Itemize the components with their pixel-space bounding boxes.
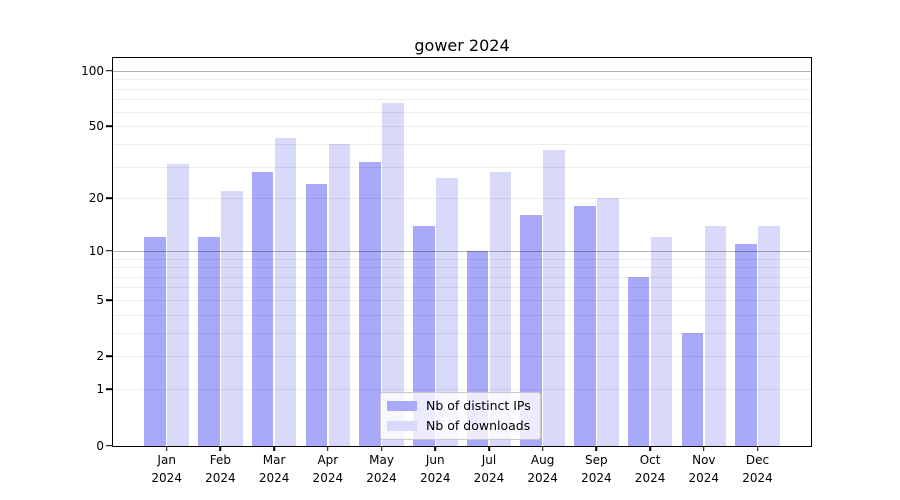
gridline-8 — [113, 267, 811, 269]
y-tick-label-2: 2 — [96, 349, 104, 364]
bar-downloads-aug — [543, 150, 565, 446]
gridline-4 — [113, 314, 811, 316]
gridline-3 — [113, 332, 811, 334]
x-tick-mark-nov — [703, 446, 705, 451]
gridline-10 — [113, 250, 811, 252]
x-tick-mark-mar — [273, 446, 275, 451]
bar-downloads-may — [382, 102, 404, 446]
legend-swatch-distinct-ips — [387, 400, 417, 411]
bar-distinct-ips-nov — [681, 332, 704, 446]
gridline-90 — [113, 79, 811, 81]
bar-distinct-ips-feb — [198, 237, 220, 446]
bar-distinct-ips-oct — [627, 276, 650, 446]
bar-downloads-sep — [597, 198, 619, 446]
gridline-9 — [113, 258, 811, 260]
y-tick-mark-100 — [106, 69, 112, 72]
y-tick-label-10: 10 — [88, 243, 104, 258]
x-tick-mark-aug — [541, 446, 544, 451]
bar-distinct-ips-mar — [251, 172, 274, 446]
y-tick-label-20: 20 — [88, 191, 104, 206]
x-tick-label-dec: Dec 2024 — [742, 453, 773, 485]
y-tick-label-100: 100 — [81, 63, 104, 78]
gridline-1 — [113, 389, 811, 391]
legend-item-downloads: Nb of downloads — [387, 418, 531, 433]
x-tick-label-jun: Jun 2024 — [419, 453, 451, 485]
gridline-80 — [113, 88, 811, 90]
gridline-6 — [113, 287, 811, 289]
bar-downloads-jan — [167, 164, 189, 446]
y-tick-mark-2 — [106, 355, 112, 358]
bar-downloads-jun — [435, 177, 458, 446]
y-tick-mark-1 — [106, 388, 112, 390]
bar-distinct-ips-apr — [305, 184, 328, 446]
bar-distinct-ips-dec — [735, 243, 757, 446]
legend-label-downloads: Nb of downloads — [426, 418, 531, 433]
bar-distinct-ips-aug — [520, 215, 542, 446]
legend: Nb of distinct IPs Nb of downloads — [380, 392, 541, 440]
bar-downloads-mar — [274, 138, 297, 446]
bar-distinct-ips-jan — [144, 237, 166, 446]
x-tick-mark-dec — [756, 446, 759, 451]
y-tick-mark-10 — [106, 249, 112, 252]
bar-distinct-ips-sep — [574, 206, 596, 446]
chart-title: gower 2024 — [414, 36, 510, 55]
gridline-60 — [113, 111, 811, 113]
gridline-50 — [113, 126, 811, 128]
bar-downloads-jul — [489, 172, 512, 446]
x-tick-label-may: May 2024 — [366, 453, 397, 485]
y-tick-label-5: 5 — [96, 292, 104, 307]
x-tick-label-sep: Sep 2024 — [581, 453, 612, 485]
x-tick-mark-sep — [595, 446, 598, 451]
legend-swatch-downloads — [387, 420, 417, 431]
x-tick-mark-may — [380, 446, 383, 451]
gridline-5 — [113, 299, 811, 301]
gridline-70 — [113, 99, 811, 101]
x-tick-mark-feb — [219, 446, 222, 451]
gridline-30 — [113, 166, 811, 168]
y-tick-mark-0 — [106, 444, 112, 447]
x-tick-mark-oct — [649, 446, 651, 451]
gridline-40 — [113, 143, 811, 145]
x-tick-mark-jul — [488, 446, 490, 451]
gridline-2 — [113, 356, 811, 358]
x-tick-label-jul: Jul 2024 — [473, 453, 505, 485]
bar-downloads-dec — [758, 225, 780, 446]
legend-item-distinct-ips: Nb of distinct IPs — [387, 398, 531, 413]
bar-downloads-feb — [221, 190, 243, 446]
bar-distinct-ips-may — [359, 161, 381, 446]
x-tick-mark-apr — [327, 446, 329, 451]
x-tick-mark-jan — [165, 446, 168, 451]
y-tick-label-0: 0 — [96, 438, 104, 453]
y-tick-label-50: 50 — [88, 119, 104, 134]
legend-label-distinct-ips: Nb of distinct IPs — [426, 398, 531, 413]
plot-area — [113, 59, 811, 446]
x-tick-label-apr: Apr 2024 — [312, 453, 344, 485]
x-tick-label-jan: Jan 2024 — [151, 453, 182, 485]
x-tick-label-mar: Mar 2024 — [258, 453, 290, 485]
x-tick-label-nov: Nov 2024 — [688, 453, 720, 485]
bar-downloads-nov — [704, 225, 727, 446]
bar-downloads-apr — [328, 143, 351, 446]
y-tick-mark-5 — [106, 299, 112, 301]
bar-downloads-oct — [650, 237, 673, 446]
x-tick-label-oct: Oct 2024 — [634, 453, 666, 485]
gridline-7 — [113, 276, 811, 278]
x-tick-label-feb: Feb 2024 — [205, 453, 236, 485]
bar-distinct-ips-jun — [412, 225, 435, 446]
y-tick-mark-50 — [106, 125, 112, 127]
x-tick-mark-jun — [434, 446, 437, 451]
y-tick-mark-20 — [106, 197, 112, 200]
y-tick-label-1: 1 — [96, 382, 104, 397]
gridline-100 — [113, 70, 811, 72]
x-tick-label-aug: Aug 2024 — [527, 453, 558, 485]
gridline-20 — [113, 198, 811, 200]
